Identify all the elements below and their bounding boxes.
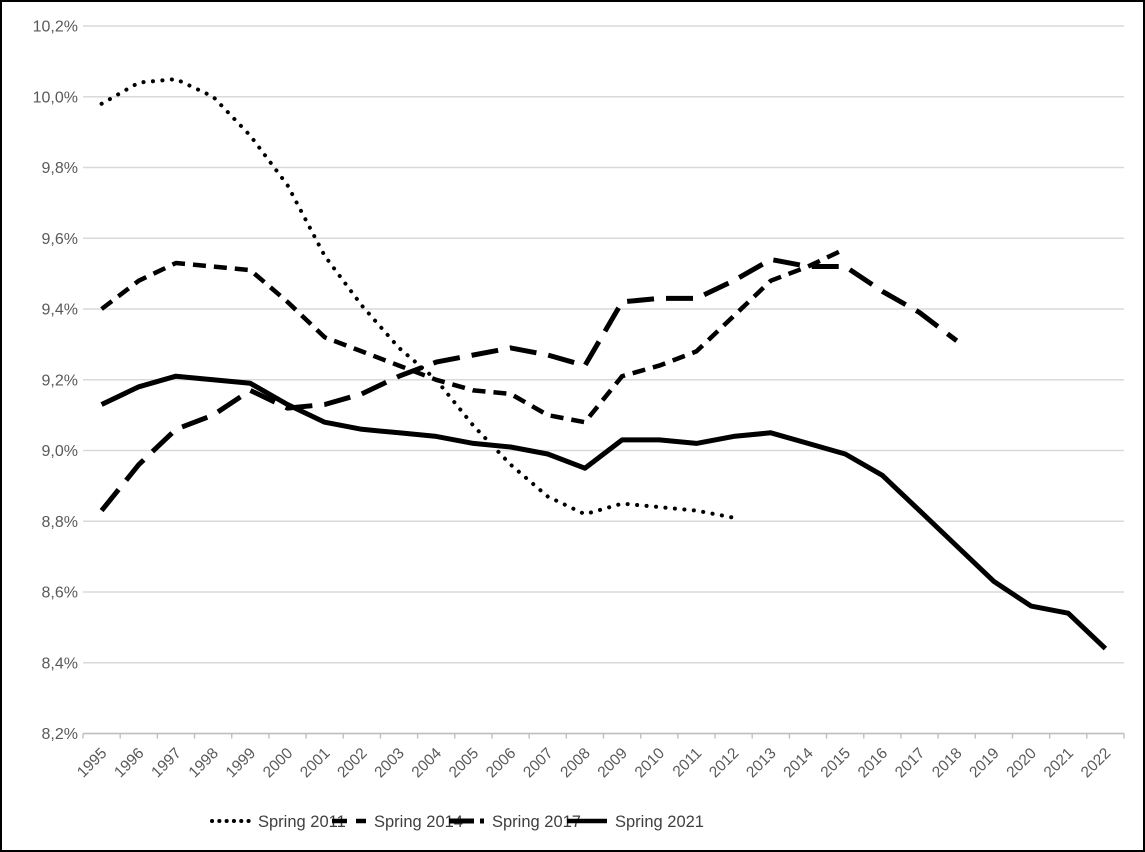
x-axis-label: 2009 xyxy=(595,745,631,781)
legend-item-spring-2021: Spring 2021 xyxy=(567,813,704,831)
x-axis-label: 2017 xyxy=(892,745,928,781)
x-axis-label: 2014 xyxy=(780,745,817,782)
x-axis-label: 1997 xyxy=(148,745,184,781)
y-axis-label: 9,4% xyxy=(42,302,78,319)
x-axis-label: 1998 xyxy=(186,745,222,781)
series-line-spring-2011 xyxy=(99,77,736,520)
x-axis-label: 2001 xyxy=(297,745,333,781)
x-axis-label: 2006 xyxy=(483,745,519,781)
x-axis-label: 2021 xyxy=(1041,745,1077,781)
y-axis-label: 10,2% xyxy=(33,19,78,36)
legend-label: Spring 2021 xyxy=(615,813,704,831)
x-axis-label: 2016 xyxy=(855,745,891,781)
y-axis-label: 8,2% xyxy=(42,726,78,743)
x-axis-label: 2010 xyxy=(632,745,669,782)
x-axis-labels: 1995 1996 1997 1998 1999 2000 2001 2002 2003 2004… xyxy=(74,745,1114,782)
y-axis-label: 8,6% xyxy=(42,585,78,602)
series-line-spring-2014 xyxy=(100,246,847,425)
y-axis-label: 9,0% xyxy=(42,443,78,460)
x-axis-label: 1999 xyxy=(223,745,259,781)
x-axis-label: 2015 xyxy=(818,745,854,781)
y-axis-label: 8,4% xyxy=(42,655,78,672)
x-axis-label: 2013 xyxy=(743,745,779,781)
legend-label: Spring 2014 xyxy=(374,813,463,831)
x-axis-label: 1995 xyxy=(74,745,110,781)
x-axis-label: 2002 xyxy=(334,745,370,781)
x-axis-label: 2007 xyxy=(520,745,556,781)
series-lines xyxy=(99,77,1108,651)
x-axis xyxy=(82,732,1125,739)
y-axis-label: 9,6% xyxy=(42,231,78,248)
x-axis-label: 1996 xyxy=(111,745,147,781)
x-axis-label: 2012 xyxy=(706,745,742,781)
x-axis-label: 2022 xyxy=(1078,745,1114,781)
legend-item-spring-2011: Spring 2011 xyxy=(210,813,346,831)
x-axis-label: 2005 xyxy=(446,745,482,781)
y-axis-label: 10,0% xyxy=(33,89,78,106)
x-axis-label: 2020 xyxy=(1003,745,1040,782)
legend-label: Spring 2017 xyxy=(492,813,581,831)
y-axis-label: 9,8% xyxy=(42,160,78,177)
legend-item-spring-2017: Spring 2017 xyxy=(449,813,581,831)
x-axis-label: 2019 xyxy=(966,745,1002,781)
series-line-spring-2021 xyxy=(100,373,1108,651)
legend-label: Spring 2011 xyxy=(258,813,346,831)
x-axis-label: 2000 xyxy=(260,745,297,782)
x-axis-label: 2003 xyxy=(371,745,407,781)
x-axis-label: 2011 xyxy=(670,745,706,781)
y-axis-label: 9,2% xyxy=(42,372,78,389)
series-line-spring-2017 xyxy=(99,257,959,513)
legend-item-spring-2014: Spring 2014 xyxy=(332,813,463,831)
x-axis-label: 2018 xyxy=(929,745,965,781)
y-axis-label: 8,8% xyxy=(42,514,78,531)
x-axis-label: 2004 xyxy=(409,745,446,782)
x-axis-label: 2008 xyxy=(557,745,593,781)
y-axis-labels: 10,2% 10,0% 9,8% 9,6% 9,4% 9,2% 9,0% 8,8% 8,6% 8,… xyxy=(33,19,78,744)
legend: Spring 2011 Spring 2014 Spring 2017 Spring … xyxy=(210,813,704,831)
